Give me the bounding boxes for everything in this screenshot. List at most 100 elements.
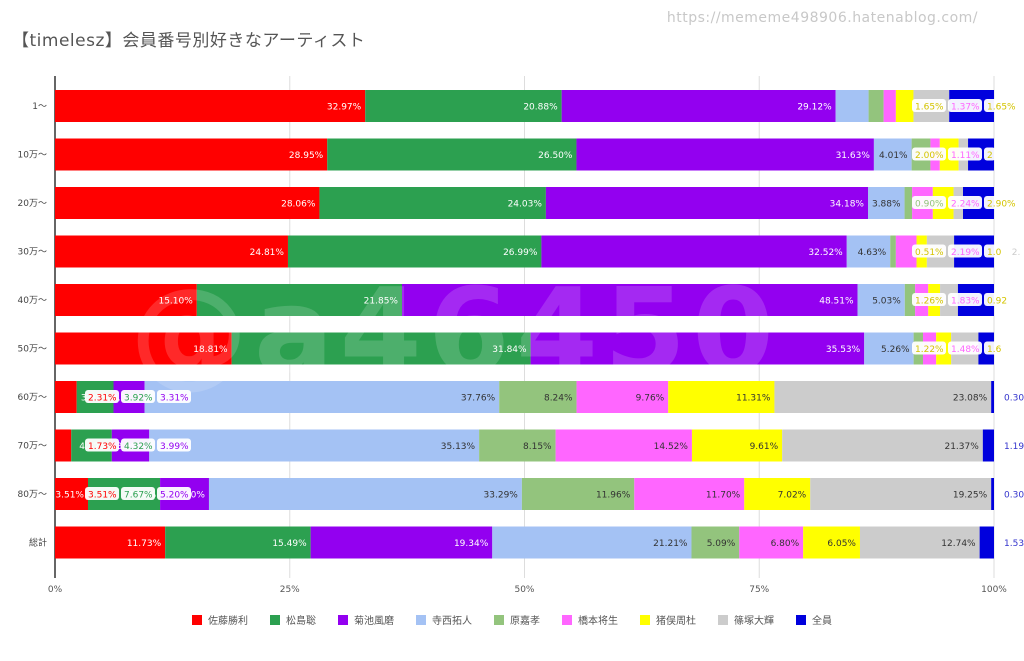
bar-segment <box>165 526 311 559</box>
data-label: 31.84% <box>492 345 527 355</box>
bar-segment <box>55 429 72 462</box>
y-tick-label: 60万〜 <box>18 393 47 403</box>
callout-label: 2. <box>1012 248 1021 258</box>
legend-label: 橋本将生 <box>578 616 618 627</box>
callout-label: 1.65% <box>987 103 1016 113</box>
callout-label: 1.83% <box>951 297 980 307</box>
bar-segment <box>55 381 77 413</box>
legend-item: 篠塚大輝 <box>718 612 774 627</box>
bar-segment <box>55 235 288 268</box>
bar-segment <box>691 526 740 559</box>
callout-label: 3.51% <box>88 491 117 501</box>
legend-item: 菊池風磨 <box>338 612 394 627</box>
bar-segment <box>883 90 896 122</box>
data-label: 21.37% <box>944 442 979 452</box>
data-label: 5.26% <box>881 345 910 355</box>
legend-swatch <box>718 614 728 625</box>
data-label: 5.03% <box>872 297 901 307</box>
callout-box <box>157 438 191 452</box>
data-label: 11.73% <box>127 539 162 549</box>
bar-segment <box>982 429 994 462</box>
bar-segment <box>499 381 577 413</box>
x-tick-label: 0% <box>48 585 63 595</box>
bar-segment <box>810 478 992 510</box>
callout-label: 3.31% <box>160 394 189 404</box>
data-label: 9.76% <box>636 394 665 404</box>
legend-label: 原嘉孝 <box>510 616 540 627</box>
legend-swatch <box>796 614 806 625</box>
data-label: 15.10% <box>158 297 193 307</box>
callout-label: 2 <box>987 151 993 161</box>
y-tick-label: 70万〜 <box>18 442 47 452</box>
callout-box <box>157 390 191 403</box>
bar-segment <box>55 526 166 559</box>
legend-item: 松島聡 <box>270 612 316 627</box>
y-tick-label: 1〜 <box>32 102 47 112</box>
callout-label: 1.26% <box>915 297 944 307</box>
data-label: 35.53% <box>826 345 861 355</box>
bar-segment <box>859 526 980 559</box>
bar-segment <box>691 429 783 462</box>
callout-label: 1.22% <box>915 345 944 355</box>
data-label: 23.08% <box>953 394 988 404</box>
bar-segment <box>895 235 917 268</box>
x-tick-label: 25% <box>280 585 300 595</box>
data-label: 8.15% <box>523 442 552 452</box>
callout-box <box>121 390 155 403</box>
data-label: 21.21% <box>653 539 688 549</box>
data-label: 1.53 <box>1004 539 1024 549</box>
legend-label: 猪俣周杜 <box>656 616 696 627</box>
data-label: 11.96% <box>596 491 631 501</box>
legend-swatch <box>640 614 650 625</box>
bar-segment <box>149 429 480 462</box>
data-label: 12.74% <box>941 539 976 549</box>
data-label: 26.99% <box>503 248 538 258</box>
callout-box <box>912 244 946 258</box>
legend-label: 佐藤勝利 <box>208 616 248 627</box>
data-label: 5.09% <box>707 539 736 549</box>
data-label: 6.05% <box>827 539 856 549</box>
bar-segment <box>545 187 869 219</box>
y-tick-label: 50万〜 <box>18 345 47 355</box>
bar-segment <box>803 526 860 559</box>
bar-segment <box>576 138 874 171</box>
callout-label: 2.24% <box>951 200 980 210</box>
callout-label: 1.65% <box>915 103 944 113</box>
callout-label: 0.92 <box>987 297 1007 307</box>
callout-box <box>948 341 982 355</box>
callout-box <box>912 341 946 355</box>
bar-segment <box>196 284 402 316</box>
callout-box <box>912 196 946 209</box>
legend-swatch <box>338 614 348 625</box>
callout-label: 2.31% <box>88 394 117 404</box>
legend-swatch <box>416 614 426 625</box>
bar-segment <box>541 235 847 268</box>
data-label: 8.24% <box>544 394 573 404</box>
data-label: 4.63% <box>858 248 887 258</box>
callout-box <box>948 147 982 161</box>
data-label: 4.01% <box>879 151 908 161</box>
callout-box <box>1008 244 1024 258</box>
legend-item: 寺西拓人 <box>416 612 472 627</box>
callout-label: 5.20% <box>160 491 189 501</box>
data-label: 24.81% <box>250 248 285 258</box>
bar-segment <box>55 138 328 171</box>
callout-box <box>157 487 191 500</box>
bar-segment <box>310 526 493 559</box>
data-label: 0.30 <box>1004 394 1024 404</box>
y-tick-label: 20万〜 <box>18 199 47 209</box>
data-label: 24.03% <box>508 200 543 210</box>
bar-segment <box>857 284 905 316</box>
bar-segment <box>492 526 692 559</box>
callout-box <box>948 196 982 209</box>
data-label: 9.61% <box>750 442 779 452</box>
callout-label: 0.51% <box>915 248 944 258</box>
bar-segment <box>521 478 635 510</box>
data-label: 19.25% <box>953 491 988 501</box>
callout-box <box>85 487 119 500</box>
data-label: 0.30 <box>1004 491 1024 501</box>
data-label: 37.76% <box>461 394 496 404</box>
data-label: 32.52% <box>808 248 843 258</box>
bar-segment <box>479 429 556 462</box>
